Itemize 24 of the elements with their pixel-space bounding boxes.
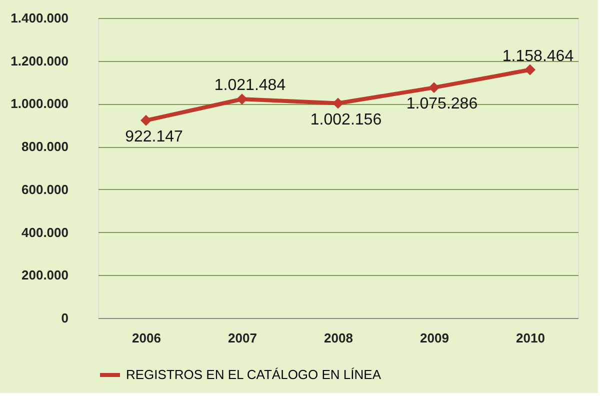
data-label: 1.002.156 xyxy=(310,111,382,128)
x-tick-label: 2010 xyxy=(516,330,545,346)
data-label: 1.158.464 xyxy=(502,48,574,65)
y-tick-label: 1.200.000 xyxy=(10,53,68,68)
point xyxy=(140,114,152,126)
data-label: 1.021.484 xyxy=(214,77,286,94)
y-tick-label: 600.000 xyxy=(22,182,68,197)
y-tick-label: 200.000 xyxy=(22,268,68,283)
y-tick-label: 400.000 xyxy=(22,224,68,240)
x-tick-label: 2008 xyxy=(324,330,353,346)
y-tick-label: 0 xyxy=(61,310,68,326)
legend-label: REGISTROS EN EL CATÁLOGO EN LÍNEA xyxy=(126,367,382,382)
y-tick-label: 1.400.000 xyxy=(10,10,68,26)
data-label: 922.147 xyxy=(125,128,184,146)
point xyxy=(236,94,248,105)
point xyxy=(332,98,344,109)
y-tick-label: 1.000.000 xyxy=(10,96,68,112)
point xyxy=(428,82,440,94)
x-tick-label: 2006 xyxy=(132,330,161,346)
data-label: 1.075.286 xyxy=(406,96,478,113)
x-tick-label: 2007 xyxy=(228,330,257,346)
x-tick-label: 2009 xyxy=(420,330,449,346)
point xyxy=(524,64,536,76)
y-tick-label: 800.000 xyxy=(22,139,68,154)
